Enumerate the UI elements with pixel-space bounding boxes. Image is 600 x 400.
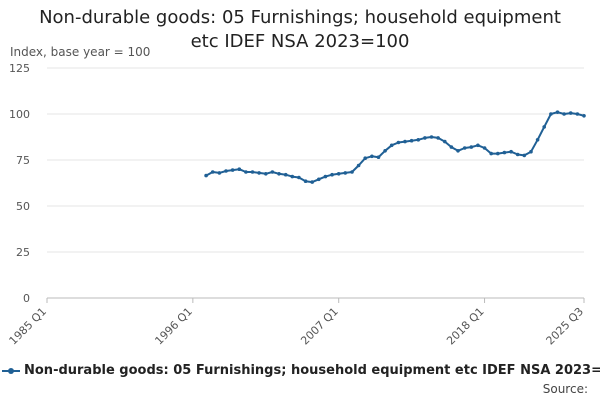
- data-point: [204, 173, 208, 178]
- x-tick-label: 2007 Q1: [298, 305, 341, 348]
- chart-title-line-2: etc IDEF NSA 2023=100: [190, 31, 410, 52]
- x-tick-label: 1985 Q1: [7, 305, 50, 348]
- data-point: [230, 168, 235, 172]
- data-point: [283, 172, 288, 177]
- data-point: [429, 135, 434, 139]
- chart-title: Non-durable goods: 05 Furnishings; house…: [0, 6, 600, 54]
- source-label: Source:: [542, 382, 588, 396]
- data-point: [436, 136, 440, 140]
- data-point: [562, 112, 566, 116]
- data-point: [370, 154, 374, 159]
- data-point: [277, 172, 281, 176]
- data-point: [396, 140, 401, 145]
- data-point: [502, 150, 507, 155]
- data-point: [317, 177, 321, 182]
- data-point: [496, 151, 500, 156]
- data-point: [217, 171, 222, 175]
- legend-series-label: Non-durable goods: 05 Furnishings; house…: [24, 363, 600, 378]
- y-tick-label: 25: [16, 246, 30, 259]
- series-line: [205, 111, 585, 184]
- data-point: [409, 138, 414, 143]
- data-point: [529, 149, 533, 154]
- x-tick-label: 2018 Q1: [444, 305, 487, 348]
- y-tick-label: 0: [23, 292, 30, 305]
- data-point: [270, 170, 275, 174]
- y-tick-label: 75: [16, 154, 30, 167]
- data-point: [456, 149, 460, 153]
- data-point: [535, 138, 540, 142]
- legend[interactable]: Non-durable goods: 05 Furnishings; house…: [2, 363, 600, 378]
- data-point: [443, 139, 447, 144]
- data-point: [224, 169, 228, 173]
- legend-series-swatch: [2, 365, 20, 377]
- data-point: [330, 172, 334, 177]
- data-point: [555, 110, 560, 114]
- data-point: [423, 136, 427, 140]
- data-point: [237, 167, 242, 171]
- data-point: [250, 170, 255, 174]
- y-tick-label: 125: [9, 62, 30, 75]
- data-point: [323, 174, 328, 179]
- data-point: [376, 155, 381, 159]
- data-point: [449, 145, 454, 149]
- data-point: [383, 149, 387, 153]
- data-point: [549, 112, 553, 116]
- chart-title-line-1: Non-durable goods: 05 Furnishings; house…: [39, 7, 561, 28]
- y-tick-label: 100: [9, 108, 30, 121]
- data-point: [389, 143, 394, 148]
- data-point: [363, 156, 368, 160]
- data-point: [482, 146, 487, 150]
- data-point: [416, 138, 421, 142]
- data-point: [476, 143, 480, 148]
- data-point: [522, 153, 527, 158]
- data-point: [403, 139, 407, 144]
- x-tick-label: 2025 Q3: [544, 305, 587, 348]
- data-point: [542, 125, 546, 129]
- data-point: [290, 174, 295, 179]
- y-tick-label: 50: [16, 200, 30, 213]
- data-point: [568, 111, 573, 115]
- data-point: [582, 114, 586, 118]
- data-point: [303, 179, 308, 183]
- data-point: [462, 146, 467, 150]
- data-point: [469, 145, 474, 149]
- data-point: [244, 170, 248, 174]
- data-point: [515, 152, 520, 157]
- data-point: [343, 171, 348, 175]
- y-axis-unit-label: Index, base year = 100: [10, 45, 151, 59]
- x-tick-label: 1996 Q1: [152, 305, 195, 348]
- data-point: [264, 172, 268, 176]
- data-point: [575, 112, 580, 116]
- line-chart: 0 25 50 75 100 125 1985 Q1 1996 Q1 2007 Q1 2018 Q…: [7, 62, 587, 348]
- data-point: [257, 171, 261, 175]
- data-point: [310, 180, 315, 184]
- data-point: [356, 163, 361, 168]
- data-point: [210, 170, 215, 174]
- data-point: [350, 170, 354, 174]
- data-point: [489, 151, 494, 156]
- data-point: [297, 175, 301, 180]
- data-point: [336, 172, 341, 176]
- data-point: [509, 149, 513, 154]
